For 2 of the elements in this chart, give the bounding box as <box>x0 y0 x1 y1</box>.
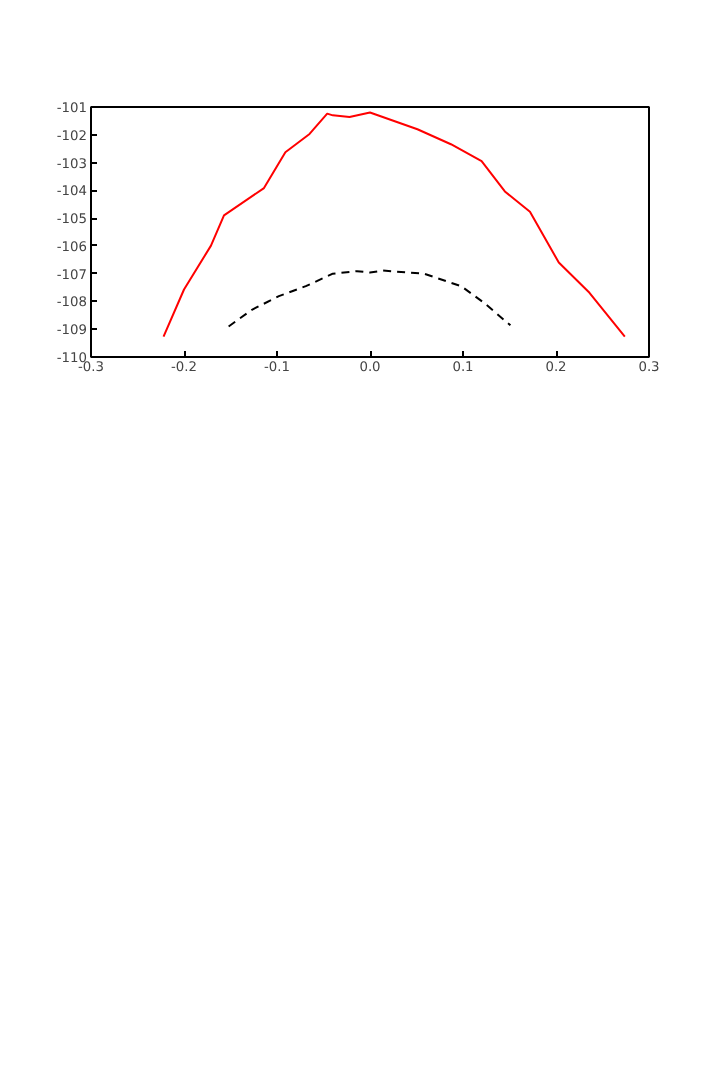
line-series <box>227 269 512 328</box>
line-series <box>162 111 626 338</box>
